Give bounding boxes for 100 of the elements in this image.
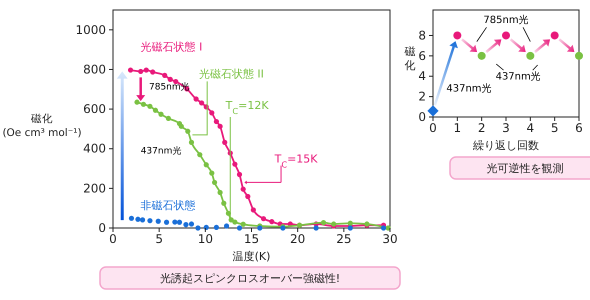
point [224,223,230,229]
point [214,118,220,124]
point [144,67,149,73]
point [232,162,238,167]
x-tick-label: 25 [336,232,352,246]
text: 光可逆性を観測 [486,162,564,175]
y-tick-label: 800 [83,62,106,76]
x-tick-label: 2 [478,121,486,135]
annotation: 437nm光 [140,146,182,157]
point [250,207,256,213]
series-label: 非磁石状態 [140,199,196,212]
x-tick-label: 10 [198,232,213,246]
point [314,225,319,231]
point [138,68,144,74]
point [240,222,246,227]
point [214,224,220,230]
y-tick-label: 0 [418,110,426,124]
y-axis-title: 磁化 [404,45,416,72]
annotation: 437nm光 [446,82,492,95]
point [222,140,228,145]
point [209,110,214,116]
x-tick-label: 15 [244,232,260,246]
point [320,220,326,226]
point [453,31,462,40]
point [221,200,226,206]
point [218,124,223,129]
point [176,220,182,225]
point [147,218,153,224]
x-tick-label: 0 [109,232,117,246]
x-tick-label: 5 [155,232,163,246]
point [150,69,156,75]
point [172,219,178,225]
point [209,170,214,176]
point [140,102,146,107]
point [147,104,153,109]
point [478,52,486,60]
x-tick-label: 3 [502,121,510,135]
point [245,194,250,200]
point [260,216,266,222]
y-tick-label: 8 [418,28,426,42]
point [236,225,242,231]
point [134,100,140,105]
x-tick-label: 20 [290,232,306,246]
point [183,222,189,228]
text: 光磁石状態 II [198,67,264,80]
point [168,76,173,82]
point [526,52,534,60]
annotation: 785nm光 [483,14,529,26]
annotation: 785nm光 [149,81,190,92]
x-axis-title: 繰り返し回数 [472,139,539,152]
x-tick-label: 6 [575,121,583,135]
point [188,140,194,145]
point [550,31,559,40]
y-tick-label: 600 [83,102,106,116]
point [162,72,168,78]
annotation: 437nm光 [496,70,541,82]
x-tick-label: 5 [550,121,558,135]
point [152,108,158,113]
point [164,220,170,225]
point [166,116,171,122]
x-tick-label: 4 [526,121,534,135]
point [128,216,134,221]
point [156,218,161,224]
point [348,220,353,226]
point [236,172,242,178]
point [195,225,201,231]
text: 光誘起スピンクロスオーバー強磁性! [160,272,340,285]
point [185,128,190,134]
y-axis-title: 磁化 (Oe cm³ mol⁻¹) [2,113,82,139]
point [232,219,238,225]
y-tick-label: 2 [418,90,426,104]
y-tick-label: 0 [98,221,106,235]
point [178,124,184,129]
point [194,96,199,102]
annotation: T$_{C}$=15K [274,152,318,170]
y-tick-label: 200 [83,181,106,196]
x-tick-label: 30 [382,232,398,246]
x-axis-title: 温度(K) [232,250,270,263]
point [199,100,204,106]
point [218,190,223,196]
y-tick-label: 6 [418,48,426,63]
point [197,152,202,158]
x-tick-label: 1 [454,121,462,135]
series-label: 光磁石状態 I [140,40,202,54]
point [575,52,583,60]
point [188,221,194,227]
point [135,216,141,222]
point [140,217,146,222]
point [269,219,274,224]
point [502,31,510,40]
point [212,180,218,186]
y-tick-label: 400 [83,142,106,156]
y-tick-label: 1000 [75,22,106,37]
point [380,225,386,231]
annotation: T$_{C}$=12K [224,99,270,116]
point [204,162,209,168]
x-tick-label: 0 [429,121,437,135]
point [427,105,439,116]
point [158,112,164,117]
point [128,67,134,73]
